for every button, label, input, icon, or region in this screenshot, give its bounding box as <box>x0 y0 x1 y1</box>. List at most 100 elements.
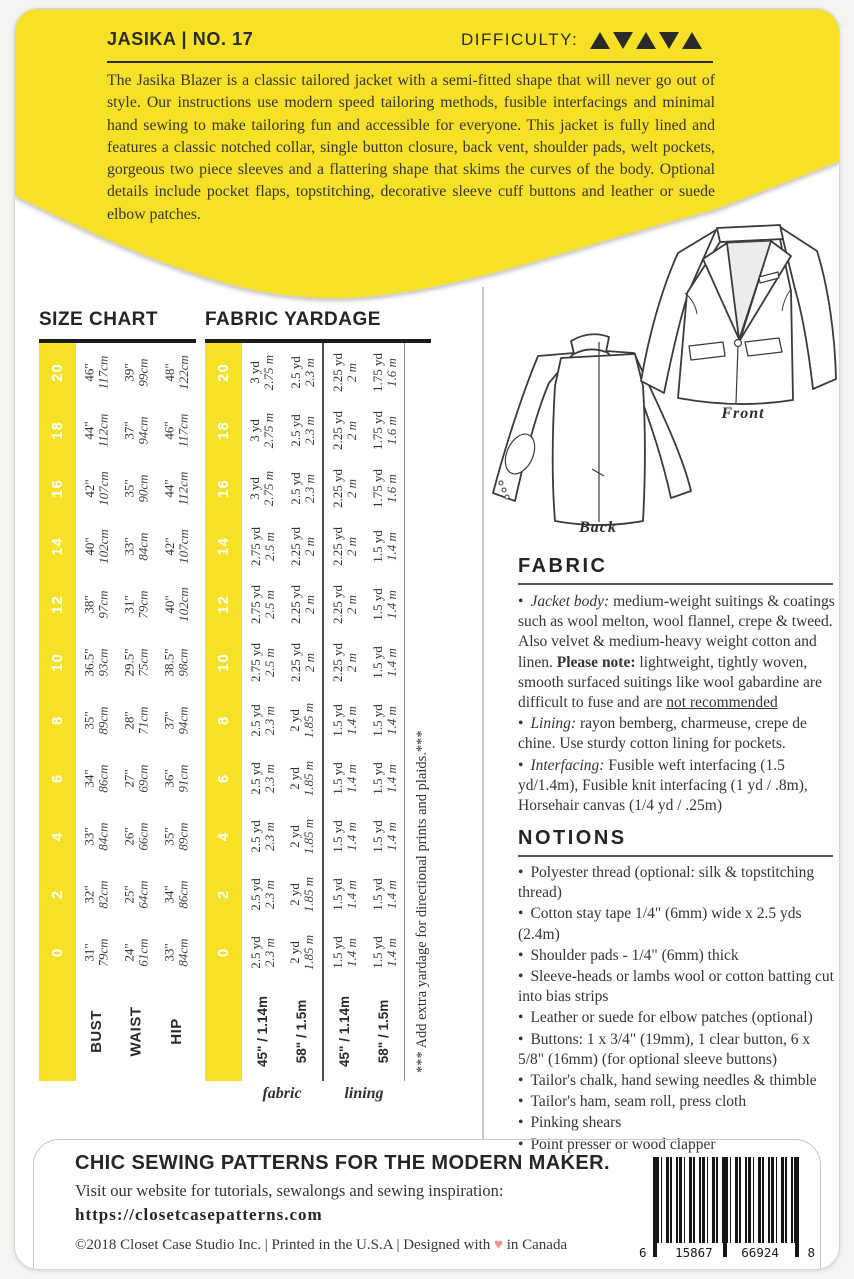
size-number: 6 <box>215 773 232 783</box>
value-metric: 84cm <box>174 937 190 967</box>
notions-item-text: Sleeve-heads or lambs wool or cotton bat… <box>518 968 834 1006</box>
value-imperial: 1.5 yd <box>369 703 385 737</box>
value-imperial: 36" <box>161 768 177 788</box>
measurement-cell: 40" 102cm <box>76 517 116 575</box>
size-number: 16 <box>215 478 232 498</box>
rotated-value: 2.25 yd 2 m <box>330 469 359 508</box>
rotated-value: 2 yd 1.85 m <box>287 818 316 853</box>
value-imperial: 31" <box>81 942 97 962</box>
notions-item: • Tailor's chalk, hand sewing needles & t… <box>518 1071 837 1091</box>
text-segment: rayon bemberg, charmeuse, crepe de chine… <box>518 715 807 753</box>
size-cell: 16 <box>205 459 242 517</box>
measurement-cell: 40" 102cm <box>156 575 196 633</box>
rotated-value: 33" 84cm <box>121 532 150 560</box>
measurement-cell: 36.5" 93cm <box>76 633 116 691</box>
rotated-value: 2.25 yd 2 m <box>329 584 359 624</box>
bullet-dot: • <box>518 864 524 881</box>
measurement-cell: 24" 61cm <box>116 923 156 981</box>
value-metric: 86cm <box>94 763 110 793</box>
value-imperial: 1.5 yd <box>329 703 345 737</box>
value-imperial: 44" <box>81 420 97 440</box>
rotated-value: 2.75 yd 2.5 m <box>248 643 277 682</box>
measurement-cell: 28" 71cm <box>116 691 156 749</box>
value-imperial: 1.5 yd <box>369 645 385 679</box>
value-imperial: 2.25 yd <box>329 584 345 624</box>
value-imperial: 1.5 yd <box>369 587 385 621</box>
measurement-cell: 39" 99cm <box>116 343 156 401</box>
value-metric: 99cm <box>134 357 150 387</box>
value-metric: 2.3 m <box>261 821 276 851</box>
size-chart-table: 20 18 16 14 12 10 8 6 4 2 0 46" 117cm 44" 112cm 42" 107c… <box>39 339 196 1081</box>
text-segment: medium-weight suitings & coatings such a… <box>518 593 835 671</box>
value-metric: 102cm <box>94 528 110 564</box>
rotated-value: 25" 64cm <box>121 880 150 908</box>
rotated-value: 28" 71cm <box>121 706 150 734</box>
value-imperial: 1.5 yd <box>369 877 385 911</box>
fabric-bullet-item: • Interfacing: Fusible weft interfacing (… <box>518 756 835 817</box>
pattern-envelope-back: JASIKA | NO. 17 DIFFICULTY: The Jasika B… <box>14 8 840 1270</box>
text-segment: not recommended <box>666 694 778 712</box>
measurement-cell: 37" 94cm <box>156 691 196 749</box>
value-imperial: 3 yd <box>247 360 263 384</box>
measurement-column: 48" 122cm 46" 117cm 44" 112cm 42" 107cm 40" 102cm… <box>156 343 196 1081</box>
measurement-cell: 46" 117cm <box>156 401 196 459</box>
measurement-cell: 2.25 yd 2 m <box>324 575 364 633</box>
measurement-cell: 1.5 yd 1.4 m <box>324 691 364 749</box>
value-metric: 1.4 m <box>383 705 398 735</box>
value-metric: 1.6 m <box>383 415 398 445</box>
value-metric: 97cm <box>94 589 110 619</box>
barcode-guard-center <box>723 1157 727 1257</box>
value-imperial: 35" <box>81 710 97 730</box>
value-imperial: 42" <box>81 478 97 498</box>
value-imperial: 2.25 yd <box>287 526 303 566</box>
measurement-cell: 3 yd 2.75 m <box>242 343 282 401</box>
value-metric: 1.85 m <box>300 934 316 970</box>
measurement-cell: 2.75 yd 2.5 m <box>242 633 282 691</box>
notions-item: • Leather or suede for elbow patches (opt… <box>518 1008 837 1028</box>
barcode-digit-group: 6 <box>639 1245 647 1260</box>
measurement-column: 46" 117cm 44" 112cm 42" 107cm 40" 102cm 38" 97cm 3… <box>76 343 116 1081</box>
measurement-cell: 35" 89cm <box>156 807 196 865</box>
rotated-value: 2.5 yd 2.3 m <box>248 704 277 737</box>
measurement-cell: 26" 66cm <box>116 807 156 865</box>
value-imperial: 2.75 yd <box>247 584 263 624</box>
measurement-cell: 2.25 yd 2 m <box>282 575 322 633</box>
measurement-cell: 2 yd 1.85 m <box>282 749 322 807</box>
footer-panel-border <box>33 1139 821 1269</box>
value-metric: 84cm <box>94 821 110 851</box>
value-metric: 1.4 m <box>343 763 358 793</box>
copyright-text: in Canada <box>502 1237 568 1253</box>
size-cell: 0 <box>39 923 76 981</box>
bullet-dot: • <box>518 905 524 923</box>
size-cell: 10 <box>205 633 242 691</box>
rotated-value: 2.75 yd 2.5 m <box>248 527 277 566</box>
triangle-down-icon <box>613 31 634 49</box>
fabric-bullet-item: • Lining: rayon bemberg, charmeuse, crepe… <box>518 714 835 754</box>
value-metric: 82cm <box>94 879 110 909</box>
measurement-cell: 33" 84cm <box>116 517 156 575</box>
value-metric: 66cm <box>134 821 150 851</box>
measurement-cell: 1.5 yd 1.4 m <box>324 865 364 923</box>
measurement-column: 1.75 yd 1.6 m 1.75 yd 1.6 m 1.75 yd 1.6 m 1.5 … <box>364 343 404 1081</box>
rotated-value: 40" 102cm <box>161 587 190 622</box>
rotated-value: 29.5" 75cm <box>121 648 150 676</box>
rotated-value: 1.75 yd 1.6 m <box>370 411 399 450</box>
column-label: 45" / 1.14m <box>336 995 352 1067</box>
value-metric: 2.3 m <box>261 763 276 793</box>
triangle-up-icon <box>682 31 703 49</box>
measurement-cell: 33" 84cm <box>156 923 196 981</box>
size-cell: 18 <box>39 401 76 459</box>
notions-item-text: Pinking shears <box>530 1114 622 1132</box>
measurement-cell: 48" 122cm <box>156 343 196 401</box>
size-number: 8 <box>215 715 232 725</box>
value-imperial: 2.25 yd <box>329 526 345 566</box>
value-metric: 86cm <box>174 879 190 909</box>
rotated-value: 46" 117cm <box>81 355 110 389</box>
value-metric: 1.4 m <box>383 821 398 851</box>
size-cell: 0 <box>205 923 242 981</box>
value-imperial: 1.75 yd <box>369 468 385 508</box>
value-metric: 1.85 m <box>300 876 316 912</box>
rotated-value: 1.5 yd 1.4 m <box>370 762 399 795</box>
measurement-column: 39" 99cm 37" 94cm 35" 90cm 33" 84cm 31" 79cm 29.5"… <box>116 343 156 1081</box>
value-metric: 112cm <box>174 471 190 505</box>
